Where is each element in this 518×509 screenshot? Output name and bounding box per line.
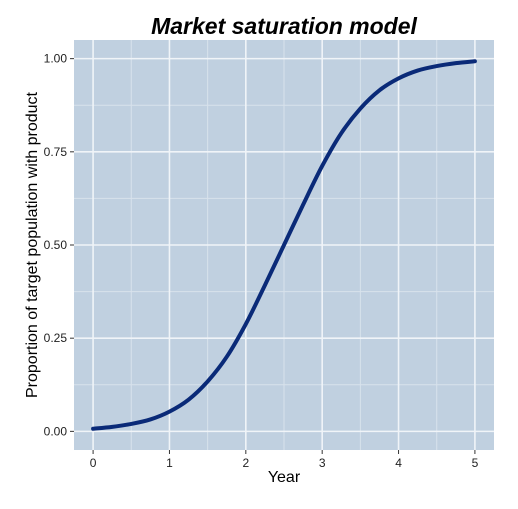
x-tick-label: 5	[472, 456, 479, 470]
x-tick-label: 4	[395, 456, 402, 470]
series-point	[454, 61, 458, 65]
series-point	[435, 64, 439, 68]
series-point	[91, 427, 95, 431]
series-point	[244, 322, 248, 326]
series-point	[320, 164, 324, 168]
grid-lines	[74, 40, 494, 450]
y-axis-label: Proportion of target population with pro…	[24, 91, 41, 398]
chart-title: Market saturation model	[151, 13, 417, 39]
series-point	[225, 355, 229, 359]
x-tick-label: 3	[319, 456, 326, 470]
series-point	[167, 410, 171, 414]
y-tick-label: 0.75	[44, 145, 68, 159]
series-point	[110, 425, 114, 429]
series-point	[187, 398, 191, 402]
series-point	[206, 379, 210, 383]
x-axis-label: Year	[268, 469, 301, 486]
y-tick-label: 0.25	[44, 331, 68, 345]
series-point	[339, 131, 343, 135]
series-point	[263, 283, 267, 287]
series-point	[473, 59, 477, 63]
x-tick-label: 2	[242, 456, 249, 470]
y-tick-label: 0.00	[44, 424, 68, 438]
series-point	[129, 422, 133, 426]
y-tick-label: 0.50	[44, 238, 68, 252]
series-point	[416, 69, 420, 73]
series-lines	[91, 59, 477, 431]
series-point	[282, 243, 286, 247]
x-tick-label: 1	[166, 456, 173, 470]
series-point	[397, 76, 401, 80]
series-point	[377, 88, 381, 92]
y-tick-label: 1.00	[44, 52, 68, 66]
series-point	[301, 203, 305, 207]
x-tick-label: 0	[90, 456, 97, 470]
series-point	[358, 107, 362, 111]
x-axis: 0 1 2 3 4 5	[90, 450, 479, 470]
y-axis: 0.00 0.25 0.50 0.75 1.00	[44, 52, 74, 438]
series-line-0	[91, 59, 477, 431]
series-point	[148, 417, 152, 421]
